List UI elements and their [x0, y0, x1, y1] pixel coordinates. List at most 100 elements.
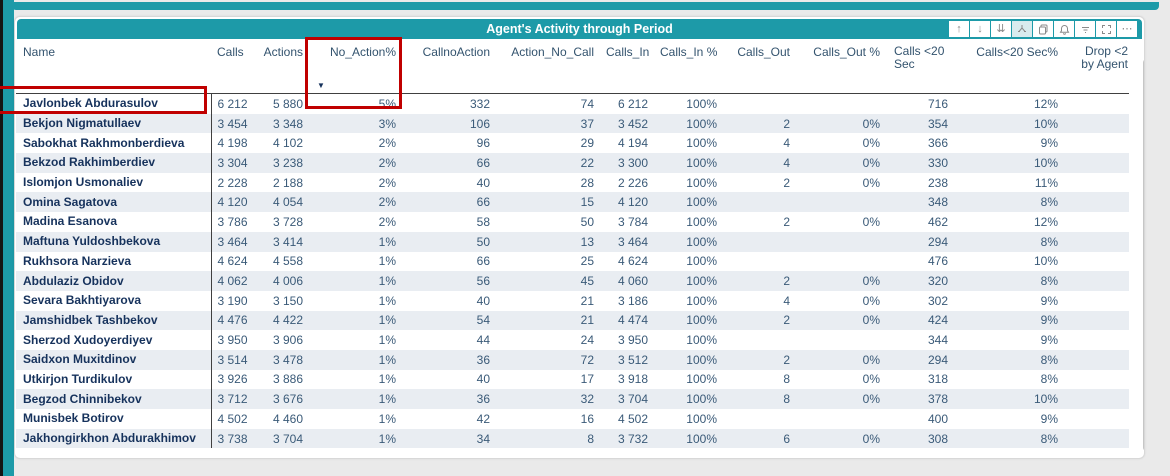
value-cell-calls_out[interactable]: 8: [723, 389, 796, 409]
value-cell-calls_out[interactable]: [723, 231, 796, 252]
value-cell-drop_lt2_by_agent[interactable]: [1064, 310, 1129, 331]
value-cell-drop_lt2_by_agent[interactable]: [1064, 252, 1129, 272]
value-cell-calls[interactable]: 3 926: [217, 372, 248, 387]
value-cell-calls_out_pct[interactable]: 0%: [862, 175, 880, 190]
value-cell-drop_lt2_by_agent[interactable]: [1064, 291, 1129, 311]
value-cell-calls_lt20_sec_pct[interactable]: 8%: [954, 428, 1064, 449]
value-cell-callnoaction[interactable]: 56: [402, 271, 496, 291]
more-options-icon[interactable]: ⋯: [1117, 21, 1137, 37]
column-header-action_no_call[interactable]: Action_No_Call: [496, 41, 600, 94]
value-cell-action_no_call[interactable]: 21: [580, 293, 594, 308]
value-cell-calls[interactable]: 4 062: [211, 271, 248, 291]
value-cell-calls_out[interactable]: 2: [723, 271, 796, 291]
agent-name-cell[interactable]: Bekzod Rakhimberdiev: [16, 153, 212, 173]
value-cell-drop_lt2_by_agent[interactable]: [1064, 113, 1129, 134]
value-cell-callnoaction[interactable]: 66: [402, 192, 496, 213]
agent-name-cell[interactable]: Munisbek Botirov: [16, 409, 212, 429]
value-cell-calls_in_pct[interactable]: 100%: [654, 271, 723, 291]
value-cell-calls_lt20_sec_pct[interactable]: 11%: [1034, 175, 1058, 190]
value-cell-callnoaction[interactable]: 54: [402, 310, 496, 331]
value-cell-drop_lt2_by_agent[interactable]: [1064, 349, 1129, 370]
value-cell-calls_out_pct[interactable]: 0%: [796, 428, 886, 449]
value-cell-calls_lt20_sec[interactable]: 344: [927, 333, 948, 348]
value-cell-calls_out_pct[interactable]: 0%: [862, 293, 880, 308]
value-cell-calls_lt20_sec_pct[interactable]: 8%: [954, 231, 1064, 252]
value-cell-calls_in[interactable]: 3 512: [600, 349, 654, 370]
value-cell-calls_in_pct[interactable]: 100%: [654, 153, 723, 173]
value-cell-calls_out[interactable]: [723, 252, 796, 272]
value-cell-action_no_call[interactable]: 74: [580, 96, 594, 111]
value-cell-callnoaction[interactable]: 66: [476, 254, 490, 269]
value-cell-callnoaction[interactable]: 40: [476, 293, 490, 308]
value-cell-drop_lt2_by_agent[interactable]: [1064, 94, 1129, 114]
value-cell-calls_lt20_sec_pct[interactable]: 12%: [1033, 96, 1058, 111]
value-cell-calls_out[interactable]: [723, 94, 796, 114]
value-cell-calls_in[interactable]: 4 120: [600, 192, 654, 213]
value-cell-calls_out[interactable]: 6: [723, 428, 796, 449]
value-cell-calls_out_pct[interactable]: [796, 409, 886, 429]
value-cell-calls[interactable]: 2 228: [217, 175, 248, 190]
agent-name-cell[interactable]: Jamshidbek Tashbekov: [16, 310, 212, 331]
value-cell-drop_lt2_by_agent[interactable]: [1064, 192, 1129, 213]
value-cell-action_no_call[interactable]: 29: [580, 136, 594, 151]
value-cell-no_action_pct[interactable]: 1%: [378, 411, 396, 426]
value-cell-no_action_pct[interactable]: 1%: [309, 271, 402, 291]
value-cell-calls_in[interactable]: 4 502: [617, 411, 648, 426]
value-cell-actions[interactable]: 3 238: [248, 153, 309, 173]
value-cell-calls_lt20_sec_pct[interactable]: 10%: [1033, 254, 1058, 269]
value-cell-action_no_call[interactable]: 25: [580, 254, 594, 269]
value-cell-calls_out[interactable]: [723, 409, 796, 429]
value-cell-calls_out_pct[interactable]: 0%: [862, 372, 880, 387]
value-cell-calls_in_pct[interactable]: 100%: [686, 96, 717, 111]
value-cell-action_no_call[interactable]: 13: [496, 231, 600, 252]
value-cell-actions[interactable]: 3 150: [272, 293, 303, 308]
value-cell-no_action_pct[interactable]: 1%: [378, 254, 396, 269]
value-cell-calls_out_pct[interactable]: [796, 330, 886, 350]
drill-next-level-icon[interactable]: ⇊: [991, 21, 1011, 37]
value-cell-calls[interactable]: 3 190: [217, 293, 248, 308]
value-cell-calls_in[interactable]: 4 060: [600, 271, 654, 291]
value-cell-calls_out[interactable]: 2: [723, 310, 796, 331]
value-cell-calls_out_pct[interactable]: [796, 252, 886, 272]
value-cell-action_no_call[interactable]: 45: [496, 271, 600, 291]
value-cell-calls_out[interactable]: 2: [723, 349, 796, 370]
value-cell-actions[interactable]: 4 422: [248, 310, 309, 331]
agent-name-cell[interactable]: Begzod Chinnibekov: [16, 389, 212, 409]
value-cell-calls_lt20_sec_pct[interactable]: 9%: [954, 310, 1064, 331]
value-cell-action_no_call[interactable]: 22: [496, 153, 600, 173]
value-cell-drop_lt2_by_agent[interactable]: [1064, 271, 1129, 291]
value-cell-action_no_call[interactable]: 32: [496, 389, 600, 409]
value-cell-drop_lt2_by_agent[interactable]: [1064, 330, 1129, 350]
value-cell-calls_in[interactable]: 3 918: [617, 372, 648, 387]
agent-name-cell[interactable]: Bekjon Nigmatullaev: [16, 113, 212, 134]
value-cell-actions[interactable]: 3 886: [272, 372, 303, 387]
agent-name-cell[interactable]: Abdulaziz Obidov: [16, 271, 212, 291]
alert-icon[interactable]: [1054, 21, 1074, 37]
value-cell-calls_lt20_sec[interactable]: 238: [927, 175, 948, 190]
value-cell-action_no_call[interactable]: 72: [496, 349, 600, 370]
value-cell-actions[interactable]: 4 006: [248, 271, 309, 291]
value-cell-calls[interactable]: 3 712: [211, 389, 248, 409]
agent-name-cell[interactable]: Omina Sagatova: [16, 192, 212, 213]
value-cell-calls_in[interactable]: 3 704: [600, 389, 654, 409]
value-cell-calls_in_pct[interactable]: 100%: [686, 372, 717, 387]
value-cell-calls_lt20_sec[interactable]: 716: [927, 96, 948, 111]
value-cell-calls_out[interactable]: 2: [723, 113, 796, 134]
value-cell-calls_in[interactable]: 2 226: [617, 175, 648, 190]
value-cell-calls_out_pct[interactable]: [796, 192, 886, 213]
value-cell-no_action_pct[interactable]: 1%: [309, 389, 402, 409]
value-cell-calls_lt20_sec[interactable]: 308: [886, 428, 954, 449]
column-header-calls_lt20_sec[interactable]: Calls <20 Sec: [886, 41, 954, 94]
value-cell-callnoaction[interactable]: 58: [476, 214, 490, 229]
value-cell-action_no_call[interactable]: 37: [496, 113, 600, 134]
focus-mode-icon[interactable]: [1096, 21, 1116, 37]
value-cell-calls_lt20_sec_pct[interactable]: 9%: [1040, 333, 1058, 348]
value-cell-calls_out_pct[interactable]: [796, 94, 886, 114]
value-cell-calls_out[interactable]: 8: [783, 372, 790, 387]
agent-name-cell[interactable]: Sabokhat Rakhmonberdieva: [16, 133, 212, 154]
value-cell-drop_lt2_by_agent[interactable]: [1064, 173, 1129, 193]
agent-name-cell[interactable]: Madina Esanova: [16, 212, 212, 232]
value-cell-calls_out_pct[interactable]: 0%: [862, 214, 880, 229]
value-cell-calls_in[interactable]: 3 464: [600, 231, 654, 252]
value-cell-drop_lt2_by_agent[interactable]: [1064, 428, 1129, 449]
